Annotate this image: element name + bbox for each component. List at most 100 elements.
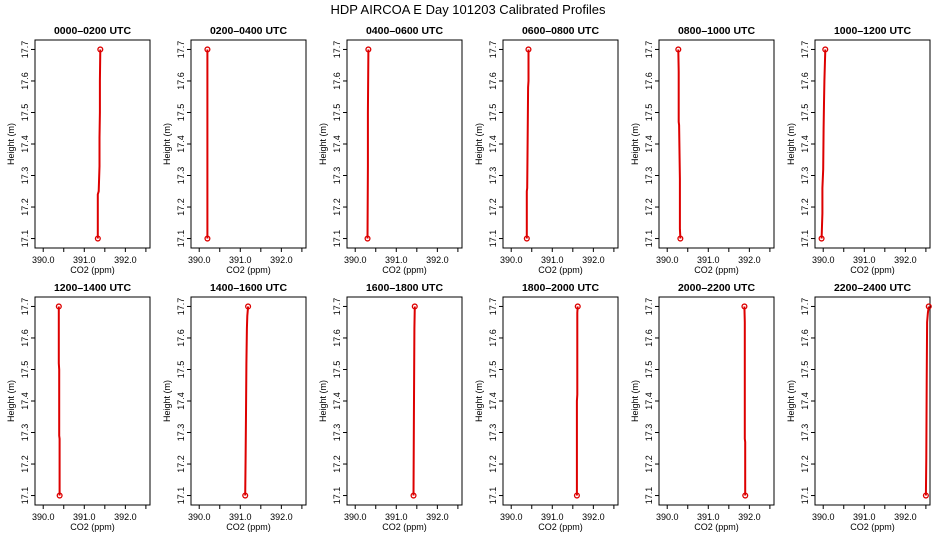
y-axis-label: Height (m) [6, 380, 16, 422]
panel-11: 2000–2200 UTC 390.0 391.0 392.0 17.1 17.2 17.3… [630, 282, 775, 532]
x-tick-label: 390.0 [812, 512, 835, 522]
y-axis-label: Height (m) [474, 380, 484, 422]
plot-frame [190, 296, 307, 506]
endpoint-marker [94, 235, 101, 242]
panel-2: 0200–0400 UTC 390.0 391.0 392.0 17.1 17.2 17.3… [162, 25, 307, 275]
x-axis-label: CO2 (ppm) [382, 265, 427, 275]
x-tick-label: 391.0 [229, 512, 252, 522]
profile-line [57, 306, 61, 496]
plot-frame [814, 296, 931, 506]
y-tick-label: 17.2 [20, 455, 30, 473]
panel-7: 1200–1400 UTC 390.0 391.0 392.0 17.1 17.2 17.3… [6, 282, 151, 532]
y-tick-label: 17.1 [20, 487, 30, 505]
x-axis-label: CO2 (ppm) [382, 522, 427, 532]
plot-frame [658, 296, 775, 506]
y-tick-label: 17.3 [20, 167, 30, 185]
y-axis-label: Height (m) [786, 123, 796, 165]
y-tick-label: 17.4 [644, 135, 654, 153]
panel-title: 2000–2200 UTC [678, 282, 755, 294]
endpoint-marker [677, 235, 684, 242]
y-tick-label: 17.2 [800, 198, 810, 216]
y-tick-label: 17.7 [800, 298, 810, 316]
y-tick-label: 17.6 [20, 72, 30, 90]
y-axis-label: Height (m) [630, 123, 640, 165]
y-tick-label: 17.1 [488, 230, 498, 248]
y-tick-label: 17.3 [176, 424, 186, 442]
y-tick-label: 17.5 [332, 104, 342, 122]
y-tick-label: 17.6 [20, 329, 30, 347]
endpoint-marker [925, 303, 932, 310]
x-tick-label: 390.0 [32, 255, 55, 265]
profile-line [575, 306, 579, 496]
endpoint-marker [574, 303, 581, 310]
x-tick-label: 391.0 [229, 255, 252, 265]
y-tick-label: 17.7 [800, 41, 810, 59]
endpoint-marker [742, 492, 749, 499]
endpoint-marker [97, 46, 104, 53]
y-tick-label: 17.2 [800, 455, 810, 473]
y-axis-label: Height (m) [6, 123, 16, 165]
x-tick-label: 391.0 [385, 255, 408, 265]
panel-1: 0000–0200 UTC 390.0 391.0 392.0 17.1 17.2 17.3… [6, 25, 151, 275]
y-tick-label: 17.3 [332, 167, 342, 185]
plot-frame [346, 39, 463, 249]
panel-title: 0600–0800 UTC [522, 25, 599, 37]
y-tick-label: 17.1 [644, 230, 654, 248]
y-tick-label: 17.6 [488, 329, 498, 347]
panel-title: 0000–0200 UTC [54, 25, 131, 37]
endpoint-marker [245, 303, 252, 310]
x-axis-label: CO2 (ppm) [850, 265, 895, 275]
x-tick-label: 391.0 [541, 255, 564, 265]
panel-5: 0800–1000 UTC 390.0 391.0 392.0 17.1 17.2 17.3… [630, 25, 775, 275]
y-tick-label: 17.1 [176, 230, 186, 248]
y-tick-label: 17.5 [644, 104, 654, 122]
y-tick-label: 17.5 [20, 361, 30, 379]
y-tick-label: 17.5 [20, 104, 30, 122]
y-tick-label: 17.4 [800, 392, 810, 410]
plot-frame [658, 39, 775, 249]
x-tick-label: 392.0 [738, 512, 761, 522]
endpoint-marker [242, 492, 249, 499]
y-tick-label: 17.6 [488, 72, 498, 90]
x-axis-label: CO2 (ppm) [694, 265, 739, 275]
y-tick-label: 17.2 [176, 455, 186, 473]
y-tick-label: 17.4 [644, 392, 654, 410]
y-tick-label: 17.2 [644, 198, 654, 216]
plot-frame [502, 39, 619, 249]
y-tick-label: 17.3 [488, 424, 498, 442]
panel-3: 0400–0600 UTC 390.0 391.0 392.0 17.1 17.2 17.3… [318, 25, 463, 275]
panel-title: 2200–2400 UTC [834, 282, 911, 294]
profile-line [244, 306, 250, 496]
endpoint-marker [204, 46, 211, 53]
x-tick-label: 390.0 [656, 512, 679, 522]
y-tick-label: 17.2 [332, 198, 342, 216]
y-axis-label: Height (m) [318, 380, 328, 422]
y-tick-label: 17.1 [176, 487, 186, 505]
x-tick-label: 392.0 [270, 255, 293, 265]
y-tick-label: 17.6 [332, 72, 342, 90]
panel-title: 0800–1000 UTC [678, 25, 755, 37]
y-tick-label: 17.7 [644, 298, 654, 316]
panel-title: 1800–2000 UTC [522, 282, 599, 294]
x-tick-label: 392.0 [270, 512, 293, 522]
y-tick-label: 17.1 [800, 230, 810, 248]
x-axis-label: CO2 (ppm) [226, 522, 271, 532]
endpoint-marker [55, 303, 62, 310]
y-tick-label: 17.2 [176, 198, 186, 216]
y-tick-label: 17.2 [20, 198, 30, 216]
endpoint-marker [922, 492, 929, 499]
plot-frame [346, 296, 463, 506]
y-axis-label: Height (m) [162, 380, 172, 422]
y-tick-label: 17.3 [488, 167, 498, 185]
x-axis-label: CO2 (ppm) [70, 522, 115, 532]
profile-line [96, 49, 102, 239]
endpoint-marker [675, 46, 682, 53]
profile-line [412, 306, 416, 496]
y-tick-label: 17.6 [332, 329, 342, 347]
panel-8: 1400–1600 UTC 390.0 391.0 392.0 17.1 17.2 17.3… [162, 282, 307, 532]
x-tick-label: 390.0 [812, 255, 835, 265]
endpoint-marker [523, 235, 530, 242]
plot-frame [34, 296, 151, 506]
y-axis-label: Height (m) [474, 123, 484, 165]
